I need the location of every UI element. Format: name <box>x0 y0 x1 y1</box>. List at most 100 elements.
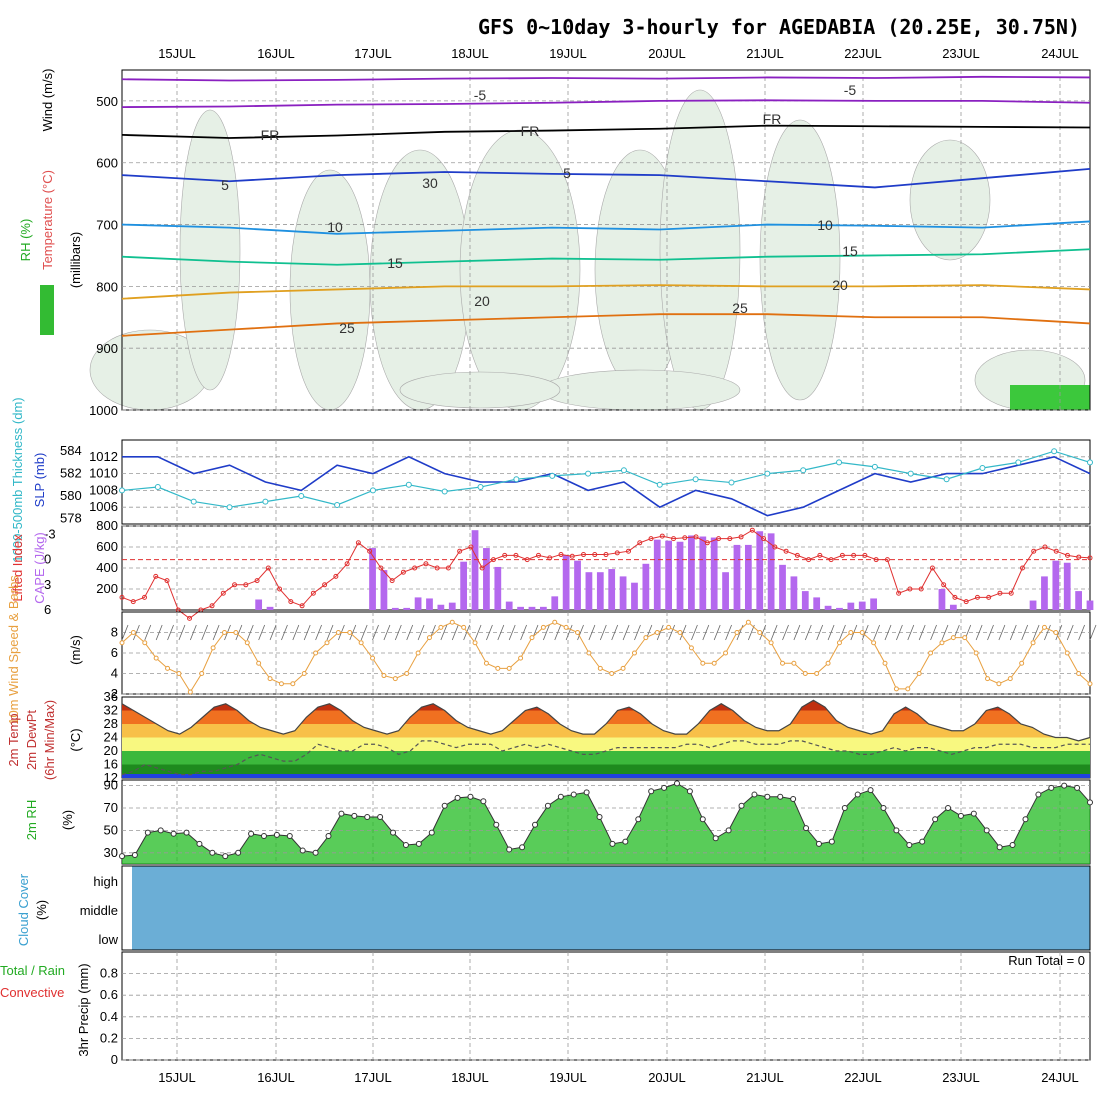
lifted-point <box>569 553 575 559</box>
rh2m-point <box>751 791 758 798</box>
contour-line-6 <box>121 284 1091 300</box>
wind10-point <box>688 645 694 651</box>
rh2m-ytick: 70 <box>104 800 118 815</box>
rh2m-point <box>325 833 332 839</box>
cloud-level-label: low <box>98 932 118 947</box>
upper-air-ytick: 900 <box>96 341 118 356</box>
wind-barb <box>611 624 619 641</box>
wind10-point <box>882 660 888 666</box>
rh2m-point <box>260 833 267 839</box>
wind10-point <box>1064 650 1070 656</box>
rh2m-point <box>441 802 448 809</box>
cape-ytick: 600 <box>96 539 118 554</box>
lifted-point <box>367 548 373 554</box>
wind10-point <box>563 624 569 630</box>
wind-barb <box>281 624 288 641</box>
lifted-point <box>704 540 710 546</box>
wind-barb <box>372 624 379 641</box>
wind-barb <box>451 624 459 641</box>
temp-bands <box>122 700 1090 778</box>
rh2m-point <box>764 793 771 800</box>
contour-label: 10 <box>817 217 833 233</box>
temp-ytick: 32 <box>104 703 118 718</box>
slp-line <box>122 455 1091 517</box>
cloud-fill <box>132 866 1090 950</box>
wind-barb <box>246 624 254 641</box>
rh2m-point <box>273 831 280 838</box>
cape-bar <box>676 541 684 610</box>
date-label-bottom: 21JUL <box>746 1070 784 1085</box>
precip-ytick: 0.2 <box>100 1030 118 1045</box>
wind-barb <box>258 624 266 641</box>
temp-ytick: 16 <box>104 757 118 772</box>
contour-label: 10 <box>327 219 343 235</box>
thickness-point <box>800 467 807 474</box>
lifted-point <box>457 548 463 554</box>
wind10-point <box>928 650 934 656</box>
lifted-point <box>716 536 722 542</box>
lifted-point <box>547 555 553 561</box>
contour-label: -5 <box>844 82 857 98</box>
lifted-point <box>963 599 969 605</box>
slp-label: SLP (mb) <box>32 453 47 508</box>
wind-barb <box>417 624 425 641</box>
cape-bar <box>414 597 422 610</box>
cape-bar <box>813 597 821 610</box>
rh2m-point <box>1087 799 1093 806</box>
rh2m-point <box>532 821 539 828</box>
rh2m-point <box>1061 782 1068 789</box>
lifted-point <box>592 552 598 558</box>
rh2m-point <box>183 829 190 836</box>
wind10-point <box>506 665 512 671</box>
cape-bar <box>949 604 957 610</box>
wind-barb <box>941 624 949 641</box>
cloud-label: Cloud Cover <box>16 873 31 946</box>
wind10-point <box>1019 660 1025 666</box>
temp-base-band <box>122 774 1090 778</box>
rh-shade <box>369 149 471 411</box>
wind-barb <box>508 624 516 641</box>
date-label-bottom: 20JUL <box>648 1070 686 1085</box>
wind-barb <box>770 624 778 641</box>
upper-air-ytick: 600 <box>96 156 118 171</box>
wind10-point <box>358 640 364 646</box>
lifted-point <box>614 550 620 556</box>
thickness-point <box>656 481 663 488</box>
lifted-point <box>254 578 260 584</box>
lifted-ytick: 3 <box>44 577 51 592</box>
temp-unit: (°C) <box>68 728 83 751</box>
rh2m-point <box>1022 816 1029 823</box>
temp-band <box>122 737 1090 751</box>
wind10-point <box>711 660 717 666</box>
wind10-point <box>677 630 683 635</box>
rh-shade <box>909 139 991 261</box>
precip-ytick: 0 <box>111 1052 118 1067</box>
wind10-point <box>187 689 193 695</box>
wind10-point <box>939 640 945 646</box>
cape-bar <box>255 599 263 610</box>
wind10-point <box>666 624 672 630</box>
wind10-point <box>1087 681 1093 687</box>
wind-barb <box>975 624 983 641</box>
lifted-point <box>761 536 767 542</box>
lifted-point <box>1042 544 1048 550</box>
wind10-point <box>381 673 387 679</box>
lifted-ytick: -3 <box>44 526 56 541</box>
wind10-ytick: 6 <box>111 645 118 660</box>
lifted-point <box>1053 548 1059 554</box>
wind-barb <box>133 624 140 641</box>
cape-bar <box>688 535 695 610</box>
lifted-point <box>389 578 395 584</box>
rh2m-point <box>415 840 422 847</box>
rh2m-point <box>351 812 358 819</box>
rh2m-point <box>557 793 564 800</box>
wind10-point <box>426 635 432 641</box>
lifted-point <box>243 582 249 588</box>
date-label-top: 17JUL <box>354 46 392 61</box>
rh2m-point <box>390 829 397 836</box>
cape-bar <box>938 589 946 610</box>
cape-bar <box>1052 560 1060 610</box>
cape-ytick: 200 <box>96 581 118 596</box>
wind10-point <box>985 676 991 682</box>
